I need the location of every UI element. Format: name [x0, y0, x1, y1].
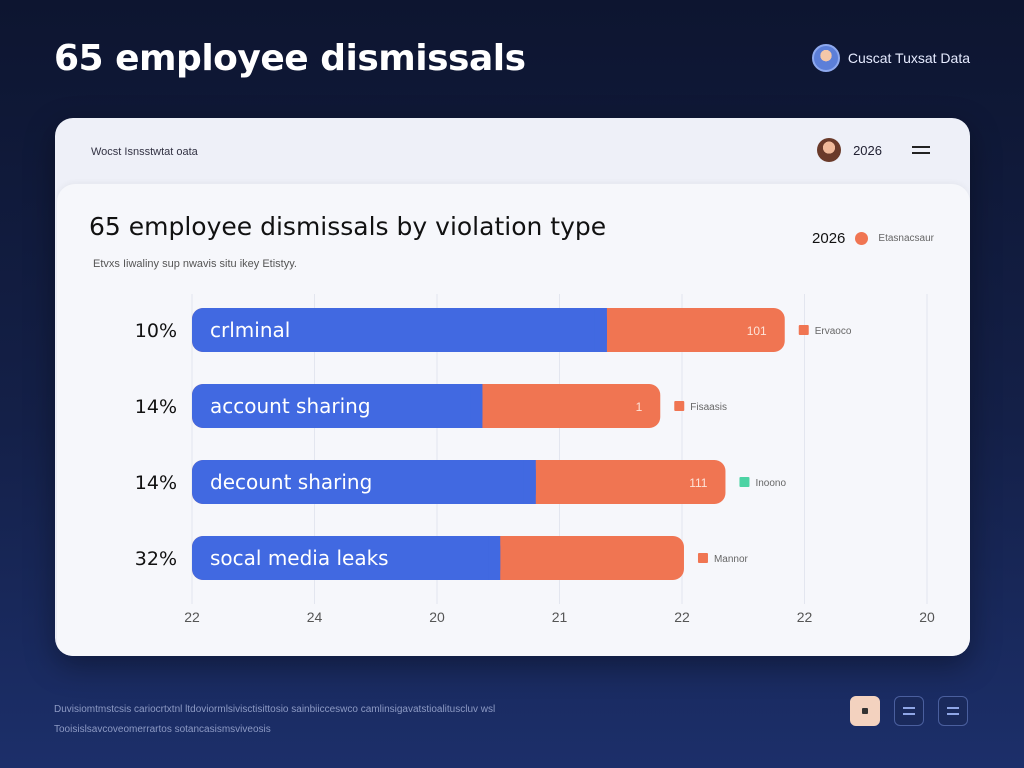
footer-text: Duvisiomtmstcsis cariocrtxtnl ltdoviorml… [54, 700, 574, 740]
legend: 2026 Etasnacsaur [812, 230, 934, 247]
slides-icon [947, 707, 959, 715]
category-label: socal media leaks [210, 546, 389, 570]
user-avatar[interactable] [817, 138, 842, 162]
legend-label: Etasnacsaur [878, 233, 934, 244]
chart-panel: 65 employee dismissals by violation type… [57, 184, 970, 656]
x-tick-label: 22 [184, 609, 200, 625]
bar-chart: 22 24 20 21 22 22 20 10% crlminal 101 Ervaoco 14% ac… [135, 294, 935, 625]
bar-value-label: 111 [689, 476, 708, 490]
x-tick-label: 22 [674, 609, 690, 625]
slides-button-alt[interactable] [938, 696, 968, 726]
percent-label: 32% [135, 548, 177, 570]
x-tick-label: 21 [552, 609, 568, 625]
category-label: account sharing [210, 394, 371, 418]
pause-button[interactable] [850, 696, 880, 726]
pause-icon [862, 708, 868, 714]
side-marker [798, 325, 809, 335]
avatar[interactable] [811, 44, 840, 72]
legend-dot-icon [855, 232, 869, 245]
bar-segment-primary [192, 308, 607, 352]
category-label: decount sharing [210, 470, 372, 494]
bar-segment-primary [192, 384, 483, 428]
percent-label: 14% [135, 396, 177, 418]
legend-year: 2026 [812, 230, 846, 247]
side-marker [697, 553, 708, 563]
brand-text: Cuscat Tuxsat Data [847, 50, 970, 66]
chart-subtitle: Etvxs Iiwaliny sup nwavis situ ikey Etis… [93, 258, 297, 270]
side-marker [674, 401, 685, 411]
slides-icon [903, 707, 915, 715]
card-header-controls: 2026 [817, 138, 934, 162]
year-label: 2026 [853, 142, 882, 158]
x-tick-label: 20 [919, 609, 935, 625]
side-marker [739, 477, 750, 487]
percent-label: 10% [135, 320, 177, 342]
x-tick-label: 24 [307, 609, 323, 625]
percent-label: 14% [135, 472, 177, 494]
footer-line-1: Duvisiomtmstcsis cariocrtxtnl ltdoviorml… [54, 704, 496, 715]
bar-segment-joint [470, 384, 483, 428]
bar-segment-primary [192, 536, 501, 580]
menu-icon[interactable] [912, 143, 934, 157]
bar-segment-primary [192, 460, 536, 504]
bar-segment-joint [594, 308, 607, 352]
card-header-label: Wocst Isnsstwtat oata [91, 146, 198, 158]
side-label: Mannor [714, 554, 749, 565]
x-tick-label: 22 [797, 609, 813, 625]
side-label: Fisaasis [690, 402, 727, 413]
slides-button[interactable] [894, 696, 924, 726]
category-label: crlminal [210, 318, 290, 342]
card-header: Wocst Isnsstwtat oata 2026 [55, 118, 970, 184]
chart-card: Wocst Isnsstwtat oata 2026 65 employee d… [55, 118, 970, 656]
footer-line-2: Tooisislsavcoveomerrartos sotancasismsvi… [54, 724, 271, 735]
footer-controls [850, 696, 968, 726]
page-title: 65 employee dismissals [54, 38, 526, 79]
x-tick-label: 20 [429, 609, 445, 625]
bar-segment-joint [488, 536, 501, 580]
side-label: Inoono [755, 478, 786, 489]
side-label: Ervaoco [815, 326, 852, 337]
bar-value-label: 1 [636, 400, 643, 414]
bar-segment-joint [523, 460, 536, 504]
chart-title: 65 employee dismissals by violation type [89, 212, 607, 241]
brand: Cuscat Tuxsat Data [811, 44, 970, 72]
bar-value-label: 101 [747, 324, 767, 338]
